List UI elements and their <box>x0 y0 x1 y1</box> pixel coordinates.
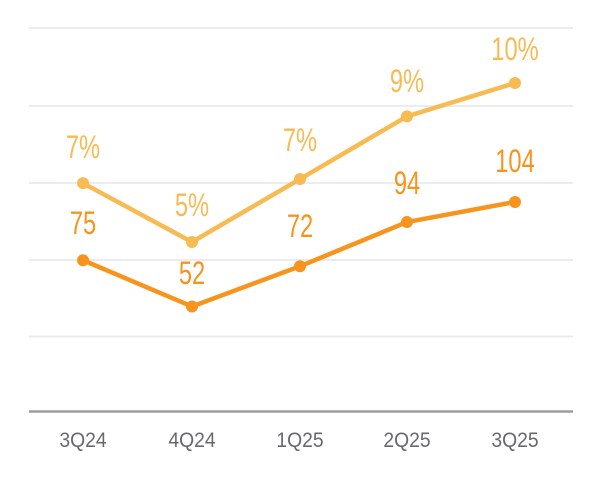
count-series-point <box>186 300 198 313</box>
percent-series-point <box>294 173 306 186</box>
count-series-point <box>294 260 306 273</box>
x-axis-label: 1Q25 <box>276 428 324 452</box>
count-series-point <box>509 195 521 208</box>
percent-series-point <box>186 236 198 248</box>
percent-series-point <box>77 177 89 190</box>
percent-series-point <box>509 77 521 89</box>
count-series-point <box>401 216 413 229</box>
x-axis-label: 3Q25 <box>491 428 539 452</box>
x-axis-label: 3Q24 <box>59 428 107 452</box>
percent-series-point <box>401 110 413 123</box>
x-axis-label: 4Q24 <box>168 428 216 452</box>
x-axis-label: 2Q25 <box>383 428 431 452</box>
count-series-point <box>77 254 89 267</box>
